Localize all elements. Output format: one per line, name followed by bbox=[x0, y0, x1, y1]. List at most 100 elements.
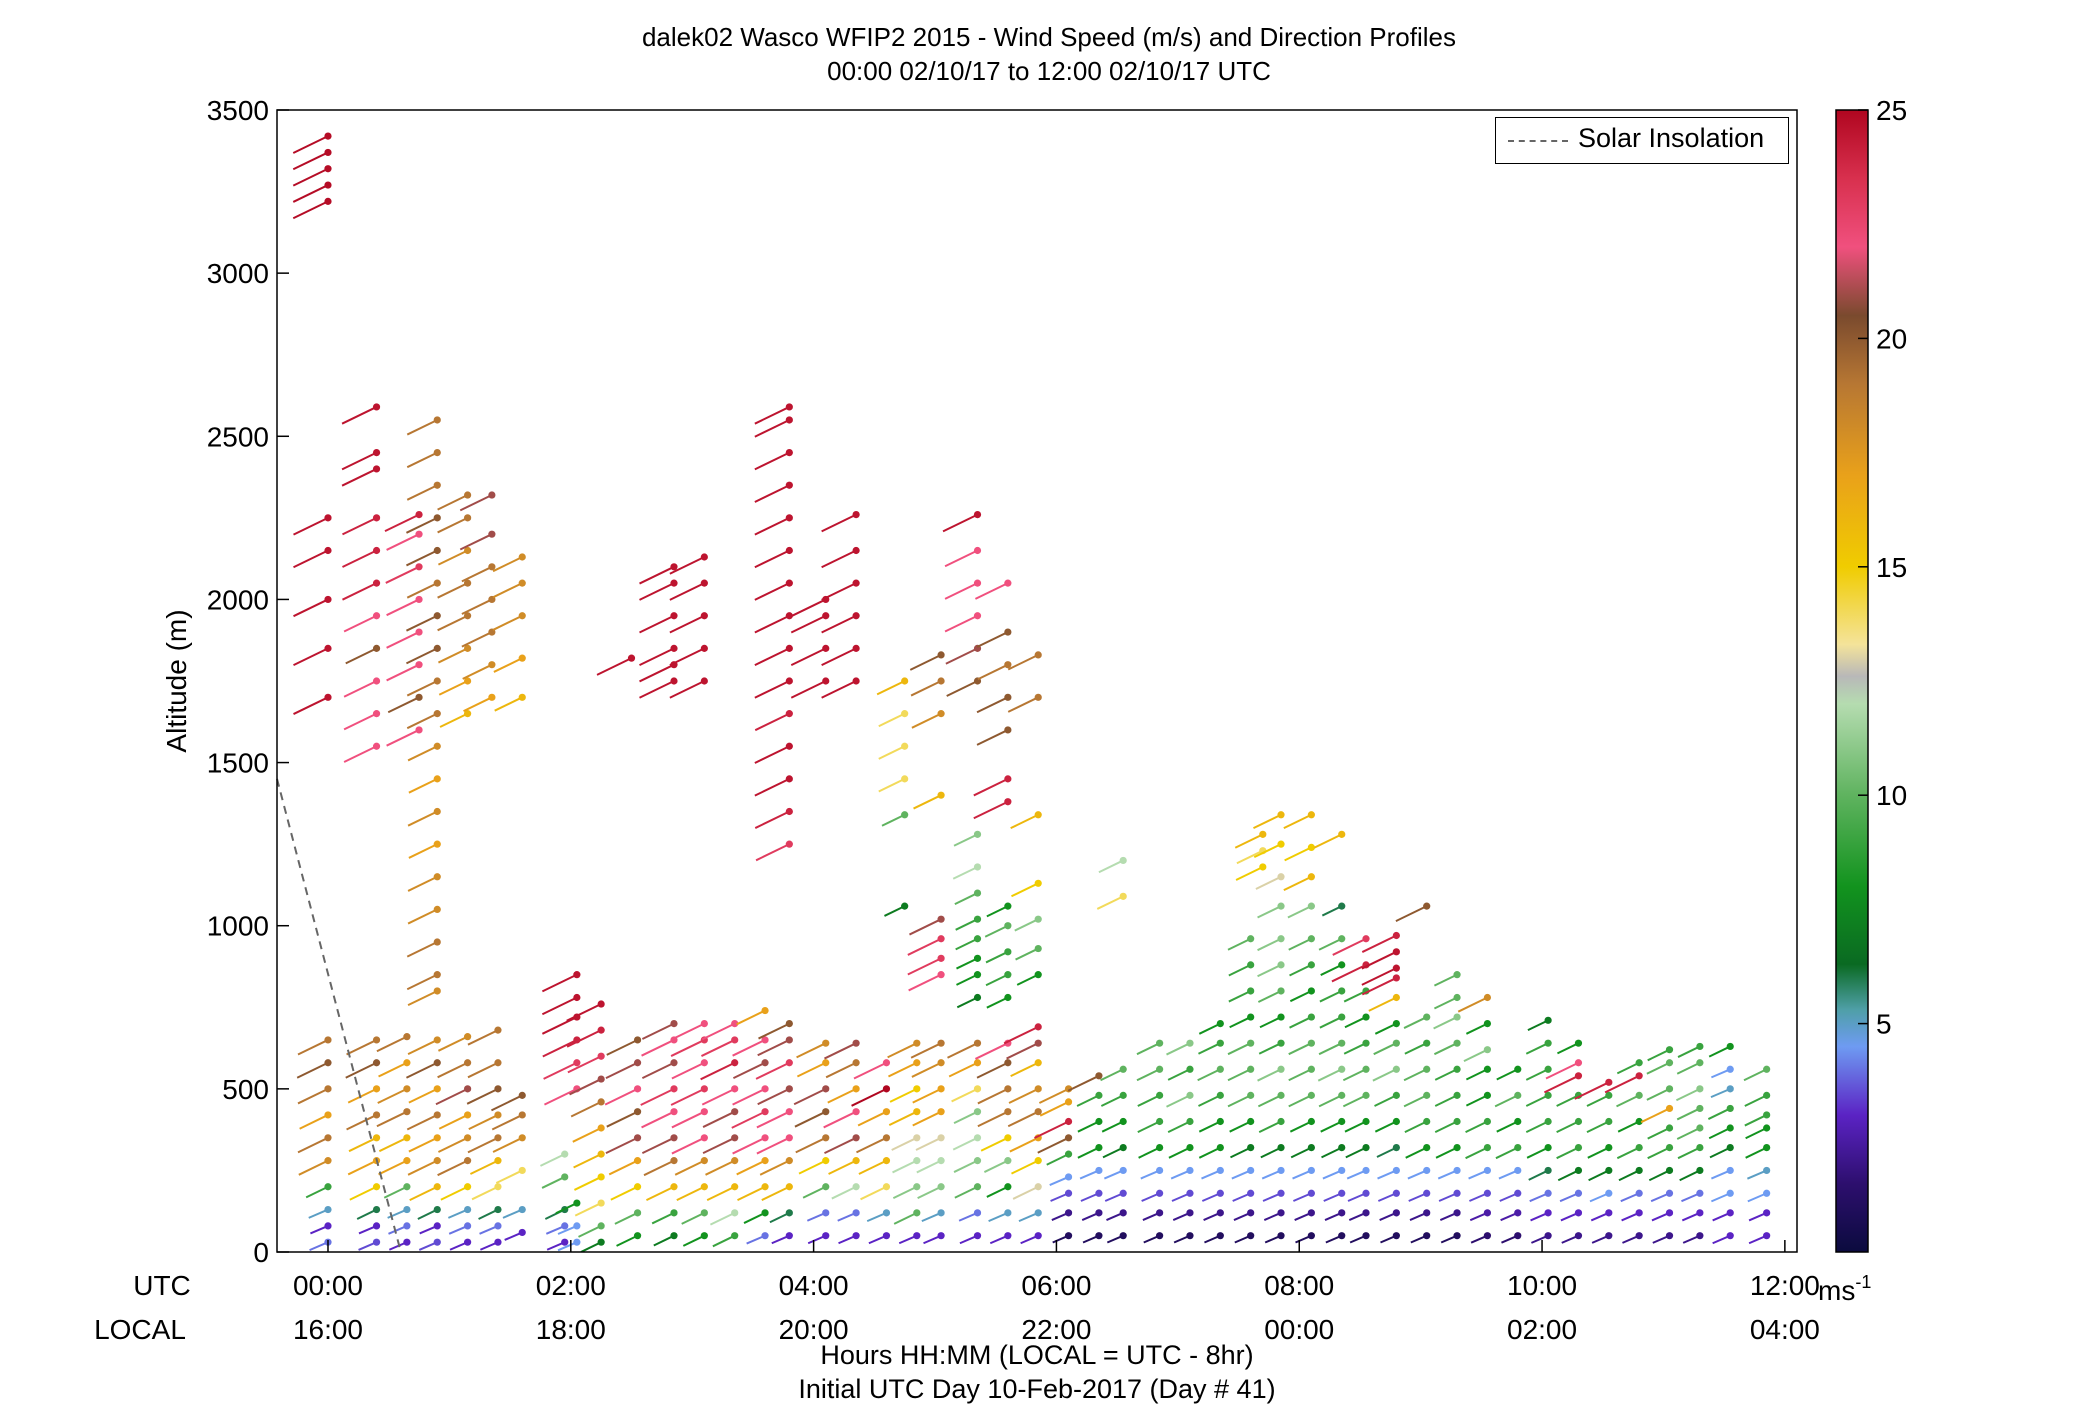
wind-barb-staff bbox=[878, 777, 906, 793]
wind-barb-staff bbox=[639, 680, 675, 699]
wind-barb-dot bbox=[433, 938, 441, 946]
wind-barb-staff bbox=[985, 973, 1009, 987]
wind-barb-dot bbox=[670, 579, 678, 587]
wind-barb-dot bbox=[1338, 1166, 1346, 1175]
wind-barb-dot bbox=[1186, 1166, 1194, 1175]
wind-barb-dot bbox=[1574, 1117, 1583, 1126]
wind-barb-staff bbox=[889, 1087, 918, 1103]
wind-barb-dot bbox=[1004, 971, 1012, 979]
wind-barb-dot bbox=[785, 1108, 793, 1116]
wind-barb-dot bbox=[1277, 1143, 1285, 1152]
wind-barb-staff bbox=[984, 924, 1009, 938]
wind-barb-staff bbox=[712, 1234, 736, 1248]
wind-barb-dot bbox=[785, 1085, 793, 1093]
wind-barb-dot bbox=[494, 1238, 502, 1246]
wind-barb-staff bbox=[1457, 996, 1488, 1013]
wind-barb-staff bbox=[1012, 1185, 1039, 1200]
wind-barb-staff bbox=[437, 614, 469, 632]
colorbar-tick-label: 15 bbox=[1876, 552, 1907, 583]
wind-barb-dot bbox=[1064, 1098, 1073, 1106]
wind-barb-staff bbox=[1167, 1120, 1191, 1133]
wind-barb-staff bbox=[1137, 1120, 1161, 1133]
wind-barb-staff bbox=[1284, 846, 1312, 862]
wind-barb-staff bbox=[980, 1136, 1009, 1152]
wind-barb-dot bbox=[1186, 1091, 1194, 1099]
wind-barb-staff bbox=[1543, 1074, 1579, 1094]
wind-barb-dot bbox=[597, 1199, 605, 1207]
wind-barb-staff bbox=[1011, 882, 1039, 898]
wind-barb-dot bbox=[1726, 1166, 1734, 1175]
wind-barb-staff bbox=[701, 1087, 736, 1106]
wind-barb-dot bbox=[1247, 935, 1255, 943]
wind-barb-dot bbox=[670, 1157, 678, 1165]
wind-barb-staff bbox=[346, 1039, 377, 1056]
wind-barb-staff bbox=[909, 918, 942, 936]
wind-barb-staff bbox=[1318, 937, 1343, 951]
wind-barb-staff bbox=[1229, 1120, 1252, 1133]
wind-barb-dot bbox=[1034, 1085, 1042, 1093]
wind-barb-dot bbox=[1186, 1065, 1194, 1073]
x-tick-label-local: 20:00 bbox=[779, 1314, 849, 1345]
wind-barb-dot bbox=[700, 1157, 708, 1165]
wind-barb-staff bbox=[1255, 875, 1282, 890]
wind-barb-dot bbox=[1763, 1189, 1771, 1197]
wind-barb-staff bbox=[345, 647, 377, 665]
wind-barb-dot bbox=[670, 1134, 678, 1142]
wind-barb-staff bbox=[349, 1185, 377, 1201]
wind-barb-staff bbox=[1676, 1127, 1701, 1140]
wind-barb-dot bbox=[1696, 1232, 1704, 1240]
wind-barb-staff bbox=[1556, 1146, 1579, 1160]
wind-barb-dot bbox=[731, 1232, 739, 1240]
wind-barb-staff bbox=[461, 565, 493, 583]
wind-barb-dot bbox=[433, 1059, 441, 1067]
wind-barb-staff bbox=[343, 745, 377, 763]
wind-barb-dot bbox=[1392, 948, 1400, 956]
wind-barb-staff bbox=[1373, 1042, 1397, 1056]
wind-barb-dot bbox=[1423, 1189, 1431, 1197]
wind-barb-staff bbox=[440, 1185, 469, 1201]
wind-barb-staff bbox=[1525, 1120, 1549, 1133]
wind-barb-staff bbox=[876, 680, 906, 696]
wind-barb-staff bbox=[1434, 1068, 1458, 1081]
wind-barb-dot bbox=[464, 1033, 472, 1041]
wind-barb-dot bbox=[1483, 1065, 1492, 1073]
wind-barb-staff bbox=[743, 1211, 766, 1224]
wind-barb-staff bbox=[802, 1185, 827, 1199]
wind-barb-dot bbox=[1453, 1091, 1461, 1099]
wind-barb-staff bbox=[406, 1114, 438, 1131]
wind-barb-dot bbox=[518, 612, 526, 620]
wind-barb-staff bbox=[754, 549, 790, 569]
wind-barb-dot bbox=[1574, 1232, 1583, 1240]
wind-barb-dot bbox=[973, 612, 982, 620]
wind-barb-staff bbox=[1016, 973, 1039, 986]
wind-barb-staff bbox=[1100, 1094, 1124, 1107]
wind-barb-dot bbox=[785, 579, 793, 587]
wind-barb-staff bbox=[1374, 1094, 1397, 1107]
wind-barb-dot bbox=[937, 971, 945, 979]
wind-barb-dot bbox=[464, 1183, 472, 1191]
wind-barb-dot bbox=[1453, 1189, 1461, 1197]
wind-barb-dot bbox=[464, 644, 472, 652]
wind-barb-dot bbox=[1307, 1013, 1315, 1021]
wind-barb-dot bbox=[1483, 1189, 1492, 1197]
wind-barb-dot bbox=[1635, 1143, 1643, 1152]
wind-barb-dot bbox=[937, 651, 945, 659]
wind-barb-dot bbox=[372, 546, 381, 555]
wind-barb-staff bbox=[912, 1110, 942, 1127]
wind-barb-dot bbox=[1362, 1013, 1370, 1021]
wind-barb-staff bbox=[378, 1061, 408, 1078]
wind-barb-staff bbox=[1646, 1087, 1670, 1101]
wind-barb-staff bbox=[406, 647, 438, 665]
wind-barb-dot bbox=[324, 1134, 332, 1142]
wind-barb-staff bbox=[911, 712, 942, 729]
wind-barb-staff bbox=[541, 973, 578, 993]
wind-barb-staff bbox=[1288, 1094, 1312, 1108]
wind-barb-dot bbox=[1277, 961, 1285, 969]
wind-barb-dot bbox=[1277, 811, 1285, 819]
wind-barb-staff bbox=[1557, 1169, 1579, 1182]
wind-barb-dot bbox=[1605, 1091, 1613, 1099]
wind-barb-staff bbox=[407, 990, 438, 1007]
wind-barb-dot bbox=[937, 1085, 945, 1093]
wind-barb-staff bbox=[406, 1061, 438, 1079]
wind-barb-staff bbox=[386, 631, 420, 649]
